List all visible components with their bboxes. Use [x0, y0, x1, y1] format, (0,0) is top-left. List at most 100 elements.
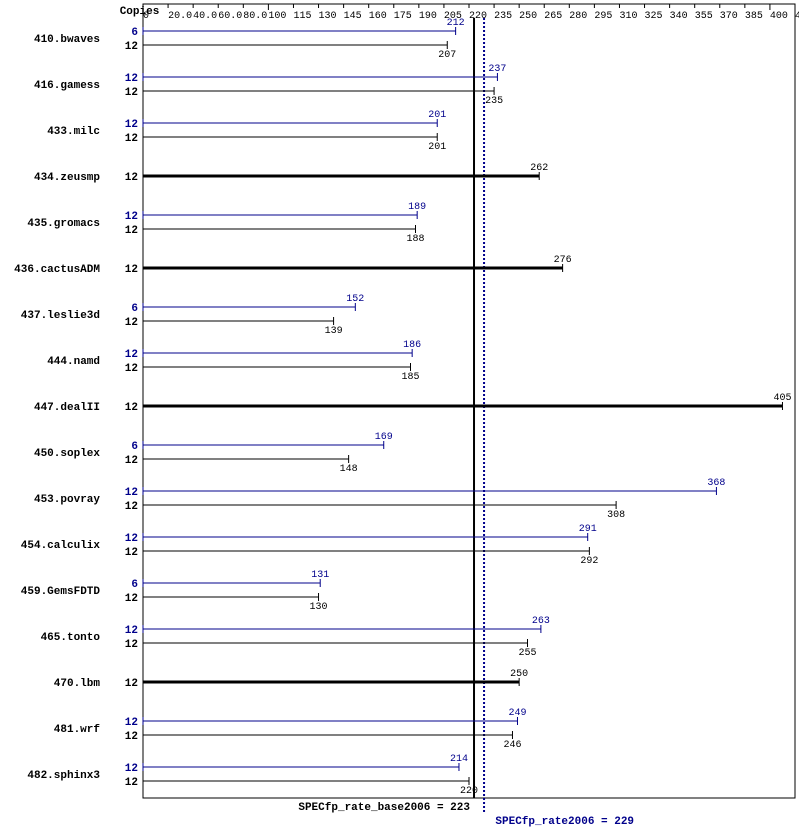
- axis-tick-label: 130: [319, 11, 337, 22]
- result-value: 249: [508, 708, 526, 719]
- axis-tick-label: 80.0: [243, 11, 267, 22]
- copies-value: 12: [125, 402, 138, 414]
- result-value: 255: [519, 648, 537, 659]
- benchmark-label: 433.milc: [47, 126, 100, 138]
- axis-tick-label: 190: [419, 11, 437, 22]
- copies-value: 12: [125, 133, 138, 145]
- result-value: 368: [707, 478, 725, 489]
- result-value: 169: [375, 432, 393, 443]
- copies-value: 12: [125, 487, 138, 499]
- benchmark-label: 437.leslie3d: [21, 310, 100, 322]
- result-value: 214: [450, 754, 468, 765]
- copies-header: Copies: [120, 6, 160, 18]
- copies-value: 12: [125, 349, 138, 361]
- copies-value: 12: [125, 625, 138, 637]
- result-value: 291: [579, 524, 597, 535]
- result-value: 188: [406, 234, 424, 245]
- benchmark-label: 450.soplex: [34, 448, 100, 460]
- copies-value: 12: [125, 455, 138, 467]
- result-value: 250: [510, 669, 528, 680]
- result-value: 130: [310, 602, 328, 613]
- axis-tick-label: 175: [394, 11, 412, 22]
- axis-tick-label: 235: [494, 11, 512, 22]
- result-value: 148: [340, 464, 358, 475]
- axis-tick-label: 385: [745, 11, 763, 22]
- copies-value: 12: [125, 763, 138, 775]
- axis-tick-label: 370: [720, 11, 738, 22]
- axis-tick-label: 410: [795, 11, 799, 22]
- copies-value: 12: [125, 264, 138, 276]
- summary-peak-label: SPECfp_rate2006 = 229: [495, 816, 634, 828]
- axis-tick-label: 295: [594, 11, 612, 22]
- benchmark-label: 416.gamess: [34, 80, 100, 92]
- axis-tick-label: 145: [344, 11, 362, 22]
- axis-tick-label: 340: [670, 11, 688, 22]
- benchmark-label: 434.zeusmp: [34, 172, 100, 184]
- result-value: 131: [311, 570, 329, 581]
- axis-tick-label: 20.0: [168, 11, 192, 22]
- axis-tick-label: 355: [695, 11, 713, 22]
- summary-base-label: SPECfp_rate_base2006 = 223: [298, 802, 470, 814]
- result-value: 405: [773, 393, 791, 404]
- axis-tick-label: 60.0: [218, 11, 242, 22]
- copies-value: 12: [125, 777, 138, 789]
- benchmark-label: 465.tonto: [41, 632, 101, 644]
- benchmark-label: 435.gromacs: [27, 218, 100, 230]
- benchmark-label: 447.dealII: [34, 402, 100, 414]
- benchmark-label: 436.cactusADM: [14, 264, 100, 276]
- copies-value: 6: [131, 579, 138, 591]
- axis-tick-label: 310: [619, 11, 637, 22]
- axis-tick-label: 40.0: [193, 11, 217, 22]
- copies-value: 6: [131, 441, 138, 453]
- copies-value: 12: [125, 73, 138, 85]
- copies-value: 12: [125, 317, 138, 329]
- result-value: 308: [607, 510, 625, 521]
- copies-value: 12: [125, 119, 138, 131]
- axis-tick-label: 220: [469, 11, 487, 22]
- copies-value: 12: [125, 41, 138, 53]
- benchmark-label: 410.bwaves: [34, 34, 100, 46]
- result-value: 276: [554, 255, 572, 266]
- copies-value: 12: [125, 593, 138, 605]
- benchmark-label: 454.calculix: [21, 540, 101, 552]
- result-value: 263: [532, 616, 550, 627]
- axis-tick-label: 160: [369, 11, 387, 22]
- copies-value: 12: [125, 731, 138, 743]
- axis-tick-label: 100: [268, 11, 286, 22]
- axis-tick-label: 265: [544, 11, 562, 22]
- axis-tick-label: 280: [569, 11, 587, 22]
- copies-value: 12: [125, 87, 138, 99]
- axis-tick-label: 325: [645, 11, 663, 22]
- copies-value: 12: [125, 225, 138, 237]
- result-value: 220: [460, 786, 478, 797]
- copies-value: 12: [125, 363, 138, 375]
- copies-value: 12: [125, 211, 138, 223]
- copies-value: 12: [125, 717, 138, 729]
- result-value: 139: [325, 326, 343, 337]
- copies-value: 12: [125, 547, 138, 559]
- benchmark-label: 459.GemsFDTD: [21, 586, 101, 598]
- result-value: 186: [403, 340, 421, 351]
- axis-tick-label: 400: [770, 11, 788, 22]
- result-value: 201: [428, 110, 446, 121]
- axis-tick-label: 115: [293, 11, 311, 22]
- benchmark-label: 482.sphinx3: [27, 770, 100, 782]
- result-value: 246: [503, 740, 521, 751]
- copies-value: 12: [125, 172, 138, 184]
- copies-value: 6: [131, 303, 138, 315]
- benchmark-label: 481.wrf: [54, 724, 101, 736]
- copies-value: 12: [125, 501, 138, 513]
- result-value: 185: [401, 372, 419, 383]
- result-value: 235: [485, 96, 503, 107]
- result-value: 189: [408, 202, 426, 213]
- result-value: 207: [438, 50, 456, 61]
- benchmark-label: 470.lbm: [54, 678, 101, 690]
- result-value: 237: [488, 64, 506, 75]
- result-value: 212: [447, 18, 465, 29]
- benchmark-label: 453.povray: [34, 494, 100, 506]
- copies-value: 12: [125, 639, 138, 651]
- copies-value: 6: [131, 27, 138, 39]
- result-value: 201: [428, 142, 446, 153]
- copies-value: 12: [125, 678, 138, 690]
- benchmark-label: 444.namd: [47, 356, 100, 368]
